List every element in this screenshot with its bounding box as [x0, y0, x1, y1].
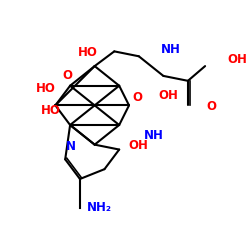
- Text: NH: NH: [161, 43, 181, 56]
- Text: HO: HO: [36, 82, 56, 95]
- Text: OH: OH: [228, 53, 248, 66]
- Text: OH: OH: [159, 89, 179, 102]
- Text: HO: HO: [41, 104, 61, 117]
- Text: NH: NH: [144, 129, 164, 142]
- Text: N: N: [66, 140, 76, 153]
- Text: OH: OH: [128, 139, 148, 152]
- Text: O: O: [62, 69, 72, 82]
- Text: O: O: [206, 100, 216, 114]
- Text: HO: HO: [78, 46, 98, 59]
- Text: O: O: [132, 92, 142, 104]
- Text: NH₂: NH₂: [87, 201, 112, 214]
